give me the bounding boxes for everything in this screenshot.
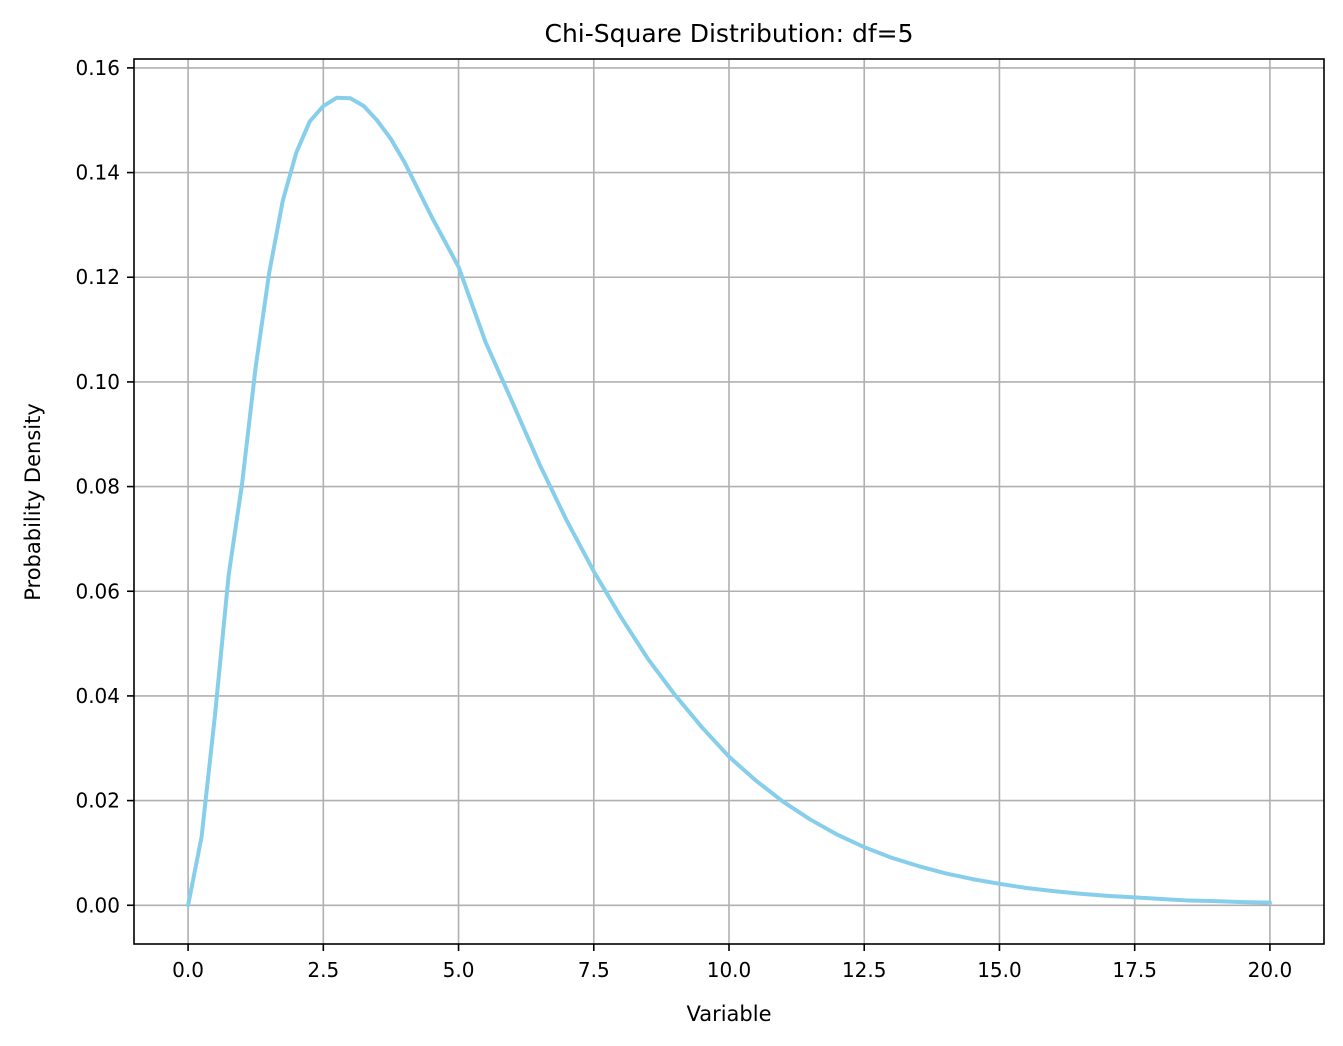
y-tick-label: 0.06: [75, 579, 120, 603]
density-curve: [186, 95, 1272, 908]
y-axis-ticks: 0.00 0.02 0.04 0.06 0.08 0.10 0.12 0.14 0.16: [75, 56, 134, 917]
x-axis-label: Variable: [686, 1002, 771, 1026]
y-tick-label: 0.10: [75, 370, 120, 394]
x-tick-label: 12.5: [842, 958, 887, 982]
grid-lines: [134, 59, 1324, 944]
series-layer: [186, 95, 1272, 908]
x-tick-label: 7.5: [578, 958, 610, 982]
x-tick-label: 15.0: [977, 958, 1022, 982]
x-tick-label: 2.5: [307, 958, 339, 982]
x-tick-label: 10.0: [707, 958, 752, 982]
y-tick-label: 0.00: [75, 893, 120, 917]
y-tick-label: 0.02: [75, 789, 120, 813]
x-tick-label: 17.5: [1112, 958, 1157, 982]
y-axis-label: Probability Density: [21, 403, 45, 601]
x-tick-label: 20.0: [1248, 958, 1293, 982]
y-tick-label: 0.12: [75, 265, 120, 289]
x-tick-label: 5.0: [443, 958, 475, 982]
y-tick-label: 0.16: [75, 56, 120, 80]
x-axis-ticks: 0.0 2.5 5.0 7.5 10.0 12.5 15.0 17.5 20.0: [172, 944, 1292, 982]
y-tick-label: 0.14: [75, 161, 120, 185]
y-tick-label: 0.08: [75, 475, 120, 499]
y-tick-label: 0.04: [75, 684, 120, 708]
x-tick-label: 0.0: [172, 958, 204, 982]
chart-title: Chi-Square Distribution: df=5: [545, 19, 914, 48]
